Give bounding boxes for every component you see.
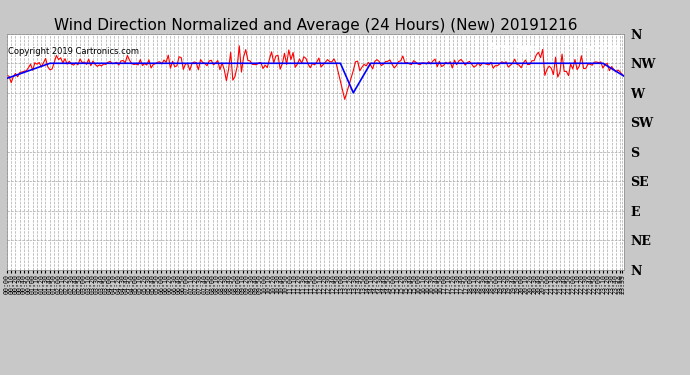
Text: Copyright 2019 Cartronics.com: Copyright 2019 Cartronics.com (8, 47, 139, 56)
Text: Direction: Direction (564, 43, 619, 53)
Title: Wind Direction Normalized and Average (24 Hours) (New) 20191216: Wind Direction Normalized and Average (2… (54, 18, 578, 33)
Text: Average: Average (488, 43, 537, 53)
